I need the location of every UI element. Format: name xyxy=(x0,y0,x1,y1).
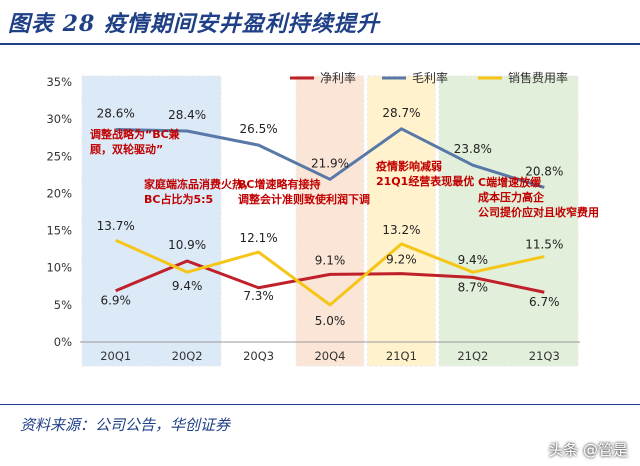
watermark: 头条 @管是 xyxy=(548,441,628,459)
data-label: 28.6% xyxy=(97,107,135,121)
period-band-2 xyxy=(367,75,436,367)
annotation-text: 顾，双轮驱动” xyxy=(90,142,163,156)
legend-label-1: 毛利率 xyxy=(412,70,448,85)
data-label: 6.7% xyxy=(529,295,560,309)
y-tick-label: 5% xyxy=(54,298,72,312)
x-tick-label: 20Q3 xyxy=(243,349,274,363)
data-label: 26.5% xyxy=(240,122,278,136)
series-line-2 xyxy=(115,238,545,307)
source-divider xyxy=(0,404,640,405)
annotation-text: C端增速放缓 xyxy=(478,175,542,189)
data-label: 7.3% xyxy=(243,289,274,303)
data-label: 9.4% xyxy=(172,279,203,293)
line-chart: 0% 5% 10% 15% 20% 25% 30% 35% 20Q1 20Q2 20Q3 20Q4 21… xyxy=(46,70,599,367)
data-label: 28.7% xyxy=(382,106,420,120)
annotation-text: 调整会计准则致使利润下调 xyxy=(238,192,370,206)
data-label: 10.9% xyxy=(168,238,206,252)
period-band-3 xyxy=(438,75,579,367)
x-tick-label: 20Q1 xyxy=(100,349,131,363)
period-band-1 xyxy=(295,75,365,367)
data-label: 13.2% xyxy=(382,223,420,237)
title-divider xyxy=(0,43,640,45)
x-tick-label: 20Q2 xyxy=(172,349,203,363)
data-label: 20.8% xyxy=(525,164,563,178)
y-tick-label: 20% xyxy=(46,186,72,200)
data-label: 8.7% xyxy=(458,280,489,294)
figure-title: 图表 28 疫情期间安井盈利持续提升 xyxy=(8,11,380,37)
period-band-0 xyxy=(81,75,222,367)
data-label: 9.1% xyxy=(315,253,346,267)
data-label: 6.9% xyxy=(100,294,131,308)
data-label: 28.4% xyxy=(168,108,206,122)
y-tick-label: 10% xyxy=(46,261,72,275)
legend-label-2: 销售费用率 xyxy=(508,70,568,85)
source-note: 资料来源：公司公告，华创证券 xyxy=(20,416,231,434)
annotation-text: BC占比为5:5 xyxy=(144,192,213,206)
annotation-text: 疫情影响减弱 xyxy=(376,159,442,173)
y-tick-label: 15% xyxy=(46,224,72,238)
x-tick-label: 21Q1 xyxy=(386,349,417,363)
y-tick-label: 35% xyxy=(46,75,72,89)
annotation-text: 成本压力高企 xyxy=(478,190,545,204)
y-tick-label: 25% xyxy=(46,149,72,163)
data-label: 9.4% xyxy=(458,253,489,267)
series-line-0 xyxy=(115,259,545,294)
series-line-1 xyxy=(115,127,545,189)
data-label: 11.5% xyxy=(525,238,563,252)
annotation-text: 调整战略为“BC兼 xyxy=(90,127,181,141)
figure-header: 图表 28 疫情期间安井盈利持续提升 xyxy=(0,0,640,46)
x-tick-label: 21Q3 xyxy=(529,349,560,363)
data-label: 5.0% xyxy=(315,314,346,328)
data-label: 21.9% xyxy=(311,156,349,170)
y-tick-label: 30% xyxy=(46,112,72,126)
y-tick-label: 0% xyxy=(54,335,72,349)
data-label: 9.2% xyxy=(386,253,417,267)
annotation-text: BC增速略有接持 xyxy=(238,177,320,191)
annotation-text: 家庭端冻品消费火热， xyxy=(144,177,254,191)
data-label: 12.1% xyxy=(240,231,278,245)
x-tick-label: 21Q2 xyxy=(457,349,488,363)
annotation-text: 21Q1经营表现最优 xyxy=(376,174,474,188)
data-label: 23.8% xyxy=(454,142,492,156)
annotation-text: 公司提价应对且收窄费用 xyxy=(478,205,599,219)
data-label: 13.7% xyxy=(97,219,135,233)
legend-label-0: 净利率 xyxy=(320,70,356,85)
x-tick-label: 20Q4 xyxy=(314,349,345,363)
